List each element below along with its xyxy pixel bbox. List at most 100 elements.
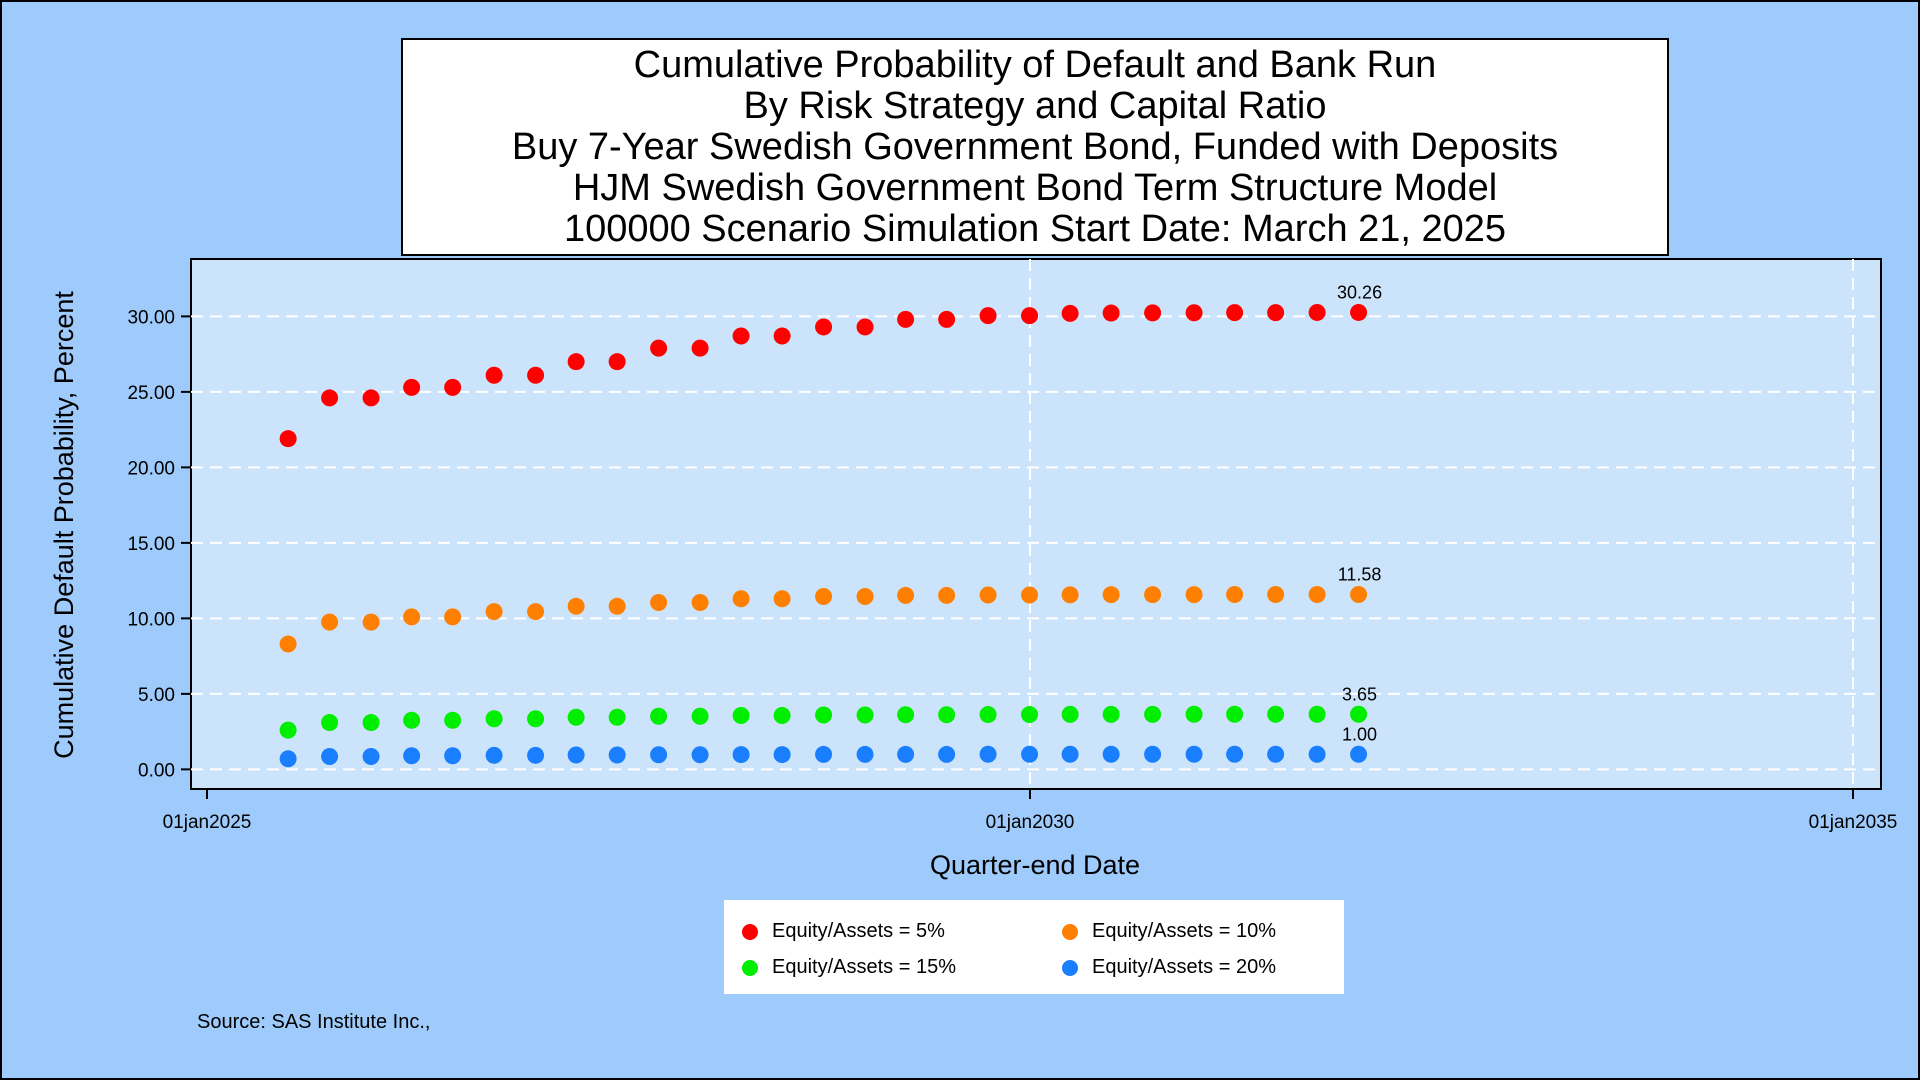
data-point	[485, 746, 503, 764]
data-point	[1308, 303, 1326, 321]
data-point	[1102, 304, 1120, 322]
legend-item-5pct: Equity/Assets = 5%	[742, 920, 945, 943]
legend-item-10pct: Equity/Assets = 10%	[1062, 920, 1276, 943]
data-point	[938, 706, 956, 724]
legend-label: Equity/Assets = 5%	[772, 920, 945, 942]
data-point	[1185, 705, 1203, 723]
data-point	[444, 711, 462, 729]
data-point	[403, 378, 421, 396]
end-value-label: 30.26	[1337, 282, 1382, 302]
x-axis-title: Quarter-end Date	[930, 850, 1140, 880]
y-axis-title: Cumulative Default Probability, Percent	[49, 291, 79, 759]
data-point	[321, 714, 339, 732]
legend-item-15pct: Equity/Assets = 15%	[742, 956, 956, 979]
data-point	[1267, 705, 1285, 723]
legend-label: Equity/Assets = 10%	[1092, 920, 1276, 942]
data-point	[691, 707, 709, 725]
data-point	[732, 590, 750, 608]
data-point	[1061, 586, 1079, 604]
data-point	[691, 594, 709, 612]
plot-area	[190, 258, 1882, 790]
data-point	[897, 586, 915, 604]
data-point	[1350, 705, 1368, 723]
title-line-5: 100000 Scenario Simulation Start Date: M…	[563, 207, 1507, 250]
title-line-3: Buy 7-Year Swedish Government Bond, Fund…	[511, 125, 1559, 168]
data-point	[527, 603, 545, 621]
legend-marker-orange	[1062, 923, 1078, 940]
data-point	[938, 310, 956, 328]
data-point	[444, 608, 462, 626]
data-point	[567, 597, 585, 615]
data-point	[856, 587, 874, 605]
data-point	[1021, 586, 1039, 604]
legend-marker-green	[742, 959, 758, 976]
data-point	[1226, 586, 1244, 604]
data-point	[527, 366, 545, 384]
data-point	[979, 307, 997, 325]
data-point	[897, 310, 915, 328]
data-point	[856, 318, 874, 336]
data-point	[279, 750, 297, 768]
data-point	[1226, 304, 1244, 322]
y-tick-label: 10.00	[127, 609, 175, 630]
data-point	[650, 746, 668, 764]
data-point	[279, 635, 297, 653]
data-point	[444, 378, 462, 396]
y-tick-label: 15.00	[127, 534, 175, 555]
data-point	[1102, 745, 1120, 763]
data-point	[815, 706, 833, 724]
data-point	[1144, 586, 1162, 604]
data-point	[567, 708, 585, 726]
data-point	[1144, 705, 1162, 723]
data-point	[1308, 705, 1326, 723]
data-point	[815, 745, 833, 763]
chart-title-box: Cumulative Probability of Default and Ba…	[401, 38, 1669, 256]
data-point	[567, 353, 585, 371]
end-labels: 30.26 11.58 3.65 1.00	[1337, 282, 1382, 744]
title-line-2: By Risk Strategy and Capital Ratio	[743, 84, 1327, 127]
title-line-1: Cumulative Probability of Default and Ba…	[633, 43, 1437, 86]
data-point	[691, 746, 709, 764]
data-point	[732, 327, 750, 345]
end-value-label: 11.58	[1338, 565, 1382, 585]
data-markers	[279, 303, 1368, 768]
end-value-label: 3.65	[1342, 684, 1377, 704]
data-point	[321, 389, 339, 407]
data-point	[1021, 706, 1039, 724]
data-point	[403, 747, 421, 765]
data-point	[1267, 745, 1285, 763]
data-point	[1308, 745, 1326, 763]
data-point	[608, 708, 626, 726]
legend-marker-red	[742, 923, 758, 940]
data-point	[279, 430, 297, 448]
y-tick-label: 5.00	[138, 685, 175, 706]
data-point	[1144, 745, 1162, 763]
x-tick-label: 01jan2035	[1809, 812, 1898, 833]
legend: Equity/Assets = 5% Equity/Assets = 10% E…	[724, 900, 1344, 994]
data-point	[773, 706, 791, 724]
data-point	[321, 748, 339, 766]
data-point	[773, 590, 791, 608]
x-tick-label: 01jan2030	[986, 812, 1075, 833]
data-point	[1021, 307, 1039, 325]
y-tick-label: 0.00	[138, 760, 175, 781]
data-point	[773, 746, 791, 764]
legend-label: Equity/Assets = 20%	[1092, 956, 1276, 978]
data-point	[608, 353, 626, 371]
data-point	[979, 745, 997, 763]
data-point	[979, 586, 997, 604]
data-point	[732, 746, 750, 764]
data-point	[1350, 586, 1368, 604]
data-point	[1267, 586, 1285, 604]
data-point	[1267, 304, 1285, 322]
data-point	[650, 707, 668, 725]
data-point	[1350, 303, 1368, 321]
data-point	[527, 746, 545, 764]
data-point	[1226, 745, 1244, 763]
data-point	[1350, 745, 1368, 763]
data-point	[485, 710, 503, 728]
data-point	[362, 389, 380, 407]
data-point	[856, 745, 874, 763]
data-point	[1185, 304, 1203, 322]
